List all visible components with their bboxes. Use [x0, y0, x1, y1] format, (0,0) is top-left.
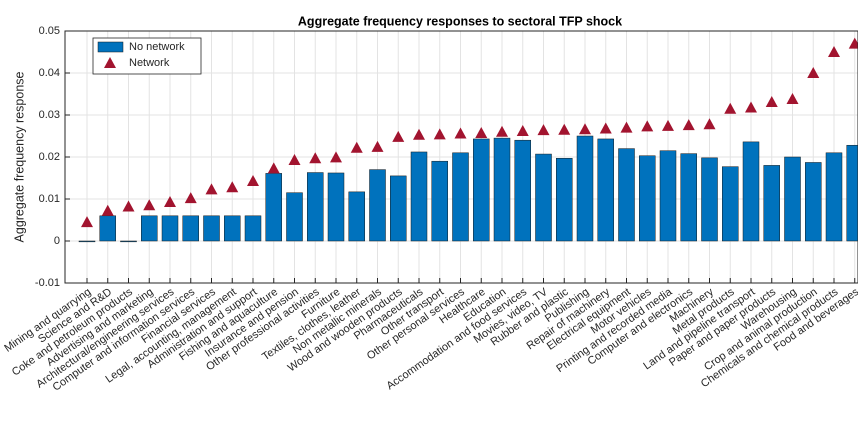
marker [81, 216, 93, 228]
marker [724, 102, 737, 114]
bar [493, 137, 511, 242]
bar [639, 155, 656, 242]
marker [122, 200, 135, 212]
marker [101, 204, 114, 216]
axis-box [64, 30, 858, 284]
y-tick-label: 0 [54, 235, 60, 247]
bar [659, 150, 677, 242]
bar [742, 141, 760, 242]
marker [433, 128, 446, 140]
bar [618, 148, 635, 242]
marker [641, 120, 654, 132]
legend-swatch [97, 41, 124, 53]
marker [392, 130, 405, 142]
bar [473, 138, 490, 242]
marker [309, 152, 322, 164]
bar [161, 215, 179, 242]
bar [763, 165, 780, 242]
y-axis-label: Aggregate frequency response [12, 71, 26, 242]
bar [78, 240, 96, 243]
bar [203, 215, 220, 242]
bar [597, 138, 614, 242]
bar [825, 152, 843, 242]
marker [516, 124, 529, 136]
bar [369, 169, 386, 242]
y-tick-label: 0.05 [39, 25, 60, 37]
marker [226, 181, 239, 193]
marker [662, 119, 674, 131]
bar [265, 173, 282, 242]
chart-title: Aggregate frequency responses to sectora… [298, 14, 622, 28]
marker [537, 124, 550, 136]
marker [164, 195, 176, 207]
bar [431, 160, 448, 242]
y-tick-label: 0.03 [39, 109, 60, 121]
marker [350, 141, 363, 153]
bar [410, 151, 428, 242]
y-tick-label: 0.04 [39, 67, 60, 79]
marker [330, 151, 342, 163]
bar [286, 192, 303, 242]
y-tick-label: -0.01 [35, 277, 60, 289]
marker [247, 174, 259, 186]
bar [535, 153, 552, 242]
bar [244, 215, 262, 242]
bar [576, 135, 594, 242]
marker [682, 119, 695, 131]
marker [765, 95, 778, 107]
marks [78, 37, 858, 243]
bar [327, 172, 345, 242]
marker [184, 192, 197, 204]
legend-swatch [104, 57, 116, 68]
marker [413, 128, 425, 140]
marker [599, 122, 612, 134]
marker [848, 37, 858, 49]
bar [514, 139, 531, 242]
bar [182, 215, 199, 242]
marker [807, 67, 820, 78]
marker [288, 153, 301, 165]
y-tick-label: 0.01 [39, 193, 60, 205]
bar [99, 215, 116, 242]
bar [805, 162, 822, 242]
marker [496, 125, 508, 137]
bar [141, 215, 158, 242]
bar [307, 172, 324, 242]
bar [452, 152, 469, 242]
marker [558, 123, 571, 135]
marker [579, 123, 591, 135]
bar [846, 144, 858, 242]
bar [722, 166, 739, 242]
marker [745, 101, 757, 113]
marker [454, 127, 467, 139]
marker [828, 46, 840, 57]
marker [620, 121, 633, 133]
marker [703, 118, 716, 130]
bar [784, 156, 801, 242]
marker [475, 127, 488, 139]
bar [224, 215, 241, 242]
marker [143, 199, 156, 211]
marker [267, 162, 280, 174]
y-tick-label: 0.02 [39, 151, 60, 163]
bar [120, 240, 137, 243]
legend-label: Network [129, 57, 170, 69]
legend-label: No network [129, 41, 185, 53]
marker [205, 183, 218, 195]
marker [371, 140, 384, 152]
bar [390, 175, 407, 242]
bar [680, 153, 697, 242]
marker [786, 93, 799, 105]
bar [556, 158, 573, 242]
bar [348, 191, 365, 242]
bar [701, 157, 718, 242]
